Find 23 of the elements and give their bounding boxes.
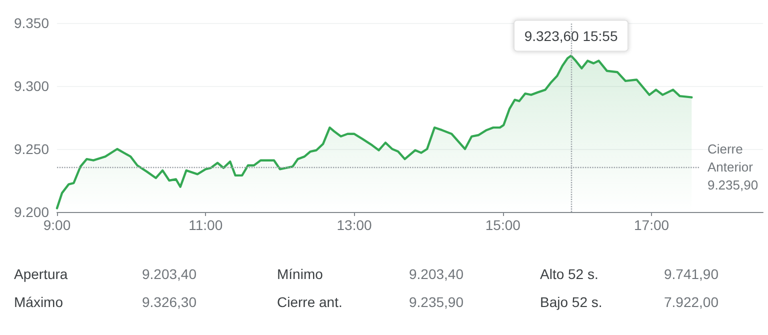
annotation: 9.323,60 15:55 [524,28,618,44]
text: Bajo 52 s. [540,294,602,310]
text: Alto 52 s. [540,266,598,282]
text: Apertura [14,266,68,282]
text: 9.203,40 [142,266,197,282]
text: Mínimo [277,266,324,282]
text: 9.235,90 [409,294,464,310]
x-tick-label: 9:00 [43,217,71,233]
x-tick-label: 11:00 [188,217,223,233]
ref-line-label: Cierre Anterior 9.235,90 [707,141,758,192]
y-tick-label: 9.250 [14,141,50,157]
text: Máximo [14,294,64,310]
y-tick-label: 9.350 [14,15,50,31]
text: 9.741,90 [664,266,719,282]
x-tick-label: 17:00 [634,217,670,233]
y-tick-label: 9.200 [14,204,50,220]
x-tick-label: 15:00 [485,217,521,233]
text: Cierre ant. [277,294,342,310]
text: 9.326,30 [142,294,197,310]
text: 9.203,40 [409,266,464,282]
text: 7.922,00 [664,294,719,310]
y-tick-label: 9.300 [14,78,50,94]
x-tick-label: 13:00 [336,217,372,233]
